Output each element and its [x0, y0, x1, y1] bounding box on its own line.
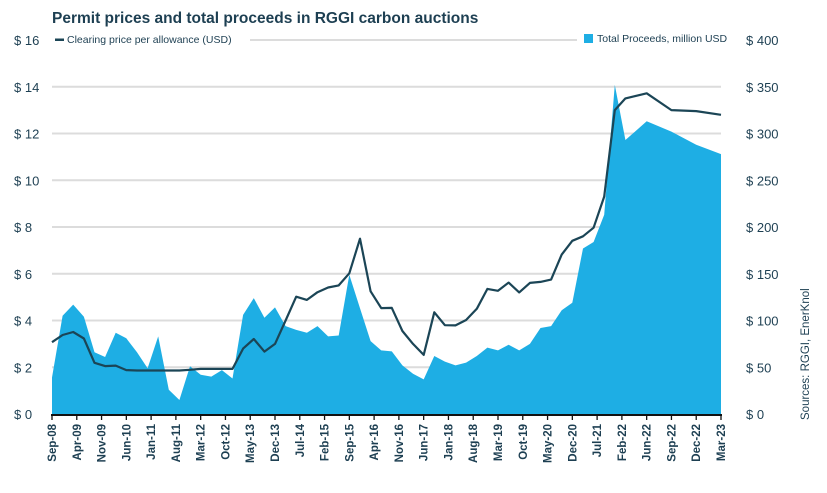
y-right-tick-label: $ 150 [746, 267, 779, 282]
source-note: Sources: RGGI, EnerKnol [800, 288, 812, 420]
x-tick-label: Jan-18 [443, 423, 455, 460]
x-tick-label: Nov-09 [97, 424, 109, 462]
legend-label-proceeds: Total Proceeds, million USD [597, 33, 728, 45]
x-tick-label: May-13 [245, 424, 257, 463]
x-tick-label: May-20 [543, 424, 555, 463]
y-left-tick-label: $ 12 [14, 127, 39, 142]
legend-line-swatch [55, 38, 64, 41]
legend-area-swatch [584, 34, 593, 43]
x-tick-label: Aug-18 [468, 423, 480, 463]
x-tick-label: Aug-11 [171, 423, 183, 462]
price-line-layer [51, 92, 722, 372]
y-left-tick-label: $ 0 [14, 407, 32, 422]
x-tick-label: Sep-15 [344, 423, 356, 461]
x-tick-label: Oct-19 [518, 424, 530, 460]
y-left-tick-label: $ 14 [14, 80, 39, 95]
x-tick-label: Dec-22 [691, 424, 703, 462]
x-tick-label: Jul-14 [295, 423, 307, 457]
y-left-tick-label: $ 6 [14, 267, 32, 282]
x-tick-label: Jun-17 [419, 424, 431, 461]
y-left-tick-label: $ 2 [14, 360, 32, 375]
y-left-tick-label: $ 8 [14, 220, 32, 235]
x-tick-label: Sep-22 [666, 424, 678, 462]
y-right-tick-label: $ 350 [746, 80, 779, 95]
price-line [51, 92, 722, 372]
x-tick-label: Apr-09 [72, 424, 84, 460]
x-tick-label: Nov-16 [394, 424, 406, 462]
y-left-tick-label: $ 4 [14, 314, 32, 329]
x-tick-label: Oct-12 [220, 424, 232, 460]
x-tick-label: Apr-16 [369, 424, 381, 460]
chart-title: Permit prices and total proceeds in RGGI… [52, 10, 478, 27]
x-tick-label: Jul-21 [592, 423, 604, 457]
x-tick-label: Mar-19 [493, 424, 505, 461]
y-left-tick-label: $ 16 [14, 33, 39, 48]
x-tick-label: Sep-08 [47, 423, 59, 461]
y-axis-right: $ 0 $ 50 $ 100 $ 150 $ 200 $ 250 $ 300 $ 350 $ 4… [746, 33, 779, 422]
x-tick-label: Dec-13 [270, 424, 282, 462]
y-left-tick-label: $ 10 [14, 173, 39, 188]
x-tick-label: Jan-11 [146, 423, 158, 459]
proceeds-area [52, 84, 721, 415]
x-tick-label: Feb-22 [617, 424, 629, 461]
x-tick-label: Feb-15 [320, 423, 332, 461]
legend: Clearing price per allowance (USD) Total… [55, 33, 728, 46]
y-right-tick-label: $ 0 [746, 407, 764, 422]
legend-label-price: Clearing price per allowance (USD) [67, 34, 232, 46]
y-axis-left: $ 0 $ 2 $ 4 $ 6 $ 8 $ 10 $ 12 $ 14 $ 16 [14, 33, 39, 422]
y-right-tick-label: $ 250 [746, 173, 779, 188]
y-right-tick-label: $ 400 [746, 33, 779, 48]
x-tick-label: Mar-23 [716, 424, 728, 461]
y-right-tick-label: $ 300 [746, 127, 779, 142]
proceeds-area-layer [52, 84, 721, 415]
y-right-tick-label: $ 200 [746, 220, 779, 235]
x-axis: Sep-08 Apr-09 Nov-09 Jun-10 Jan-11 Aug-11 Mar-… [47, 414, 728, 463]
x-tick-label: Dec-20 [567, 424, 579, 462]
y-right-tick-label: $ 100 [746, 314, 779, 329]
x-tick-label: Jun-10 [121, 424, 133, 461]
x-tick-label: Mar-12 [196, 424, 208, 461]
y-right-tick-label: $ 50 [746, 360, 771, 375]
grid [52, 39, 721, 369]
x-tick-label: Jun-22 [642, 424, 654, 461]
